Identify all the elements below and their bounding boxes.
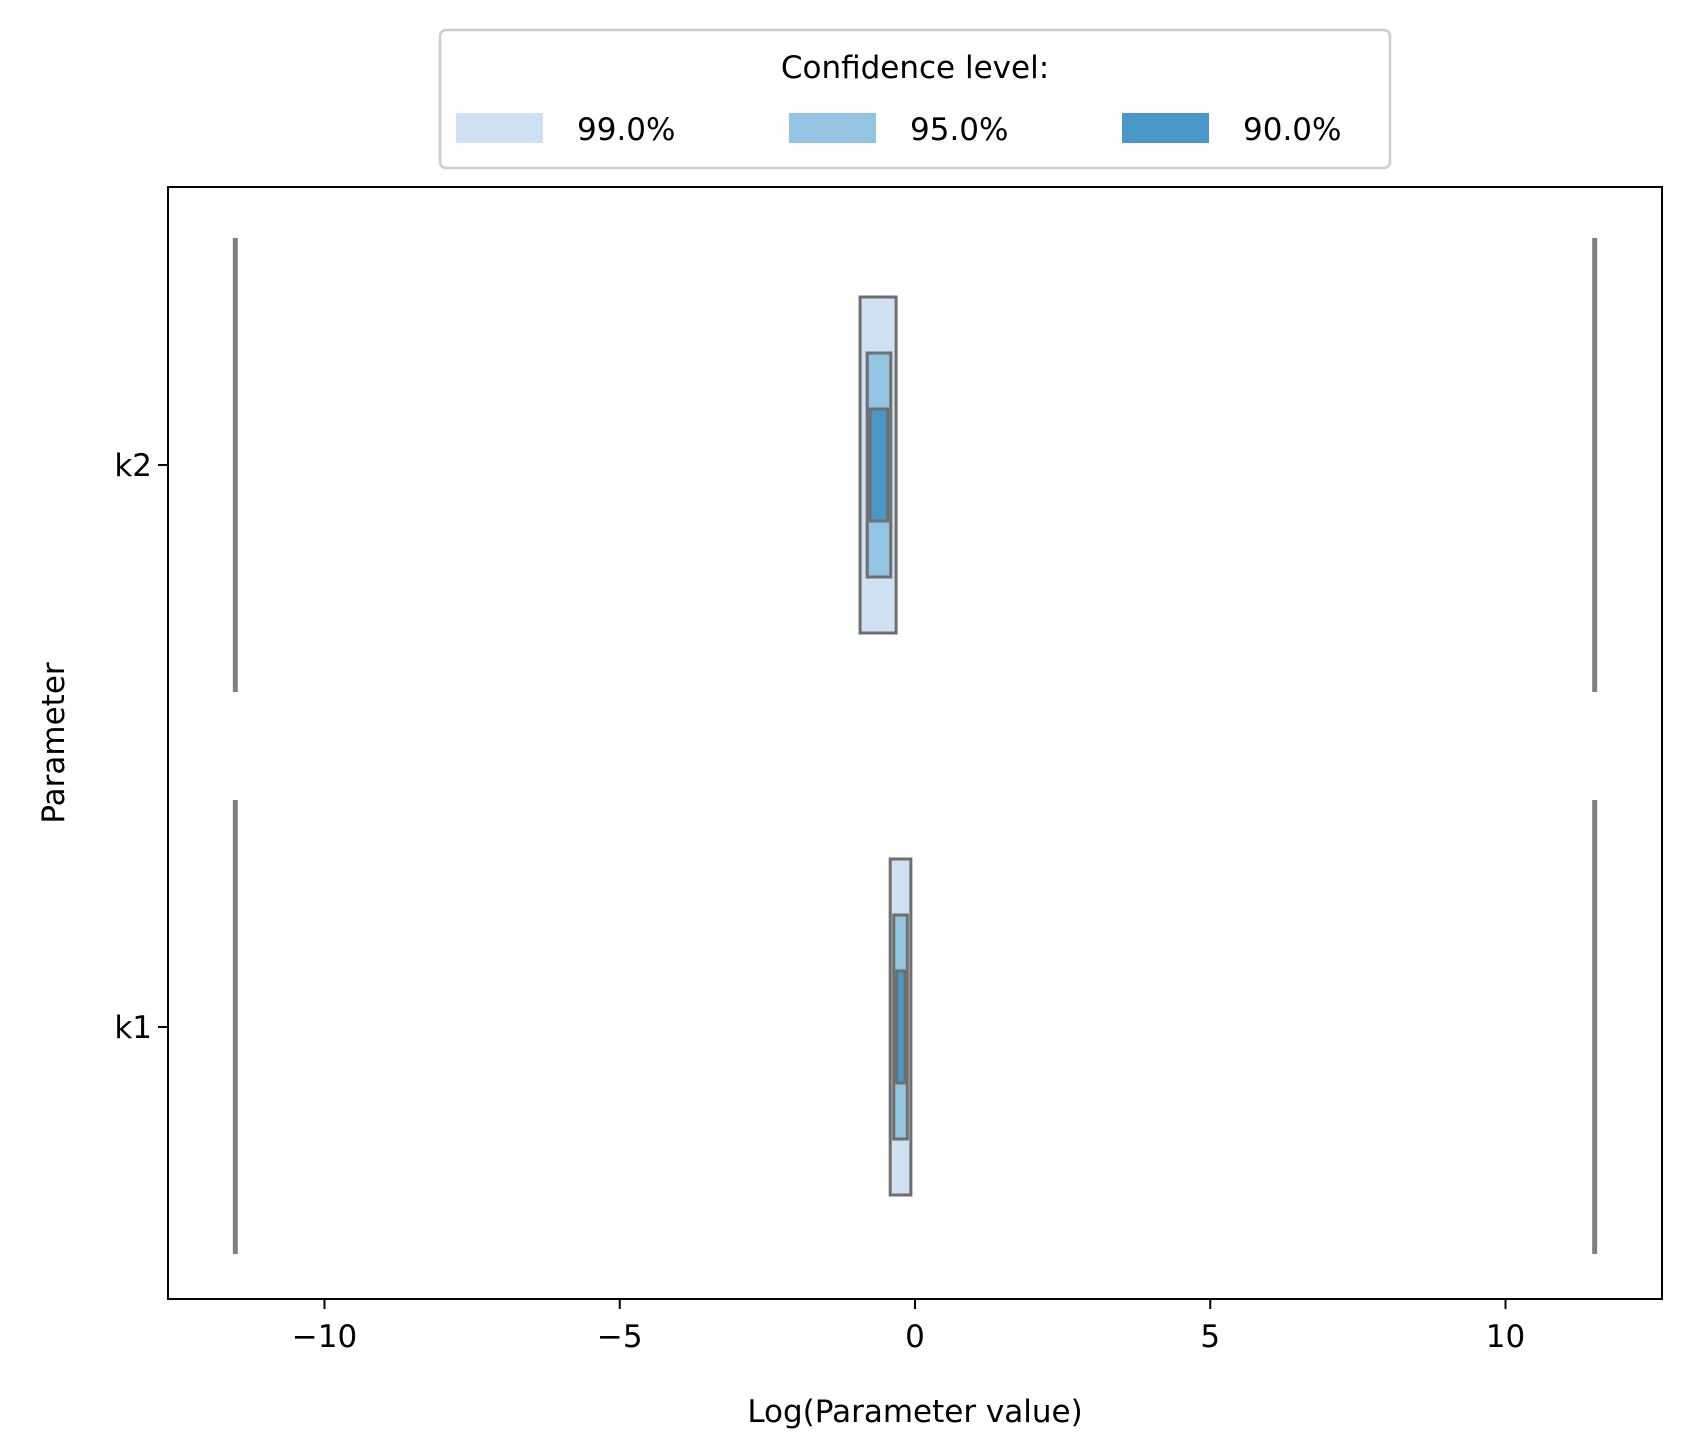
x-tick-label-0: 0 — [905, 1319, 925, 1355]
y-tick-label-k1: k1 — [114, 1010, 152, 1046]
x-axis-label: Log(Parameter value) — [747, 1394, 1082, 1430]
legend-swatch-99 — [456, 113, 543, 143]
legend-label-90: 90.0% — [1243, 112, 1341, 148]
x-tick-label-5: 5 — [1200, 1319, 1220, 1355]
legend-swatch-90 — [1122, 113, 1209, 143]
legend-swatch-95 — [789, 113, 876, 143]
plot-area — [168, 187, 1662, 1299]
interval-box-k2-90-0 — [868, 407, 890, 523]
y-tick-label-k2: k2 — [114, 448, 152, 484]
legend: Confidence level: 99.0% 95.0% 90.0% — [438, 28, 1392, 170]
x-tick-label--5: −5 — [597, 1319, 643, 1355]
x-tick-label-10: 10 — [1486, 1319, 1525, 1355]
interval-box-k1-90-0 — [895, 969, 907, 1085]
legend-title: Confidence level: — [781, 50, 1049, 86]
x-axis: −10 −5 0 5 10 — [292, 1299, 1525, 1355]
legend-label-99: 99.0% — [577, 112, 675, 148]
legend-label-95: 95.0% — [910, 112, 1008, 148]
plot-marks — [232, 238, 1598, 1254]
y-axis-label: Parameter — [36, 662, 72, 824]
y-axis: k2 k1 — [114, 448, 168, 1046]
x-tick-label--10: −10 — [292, 1319, 357, 1355]
